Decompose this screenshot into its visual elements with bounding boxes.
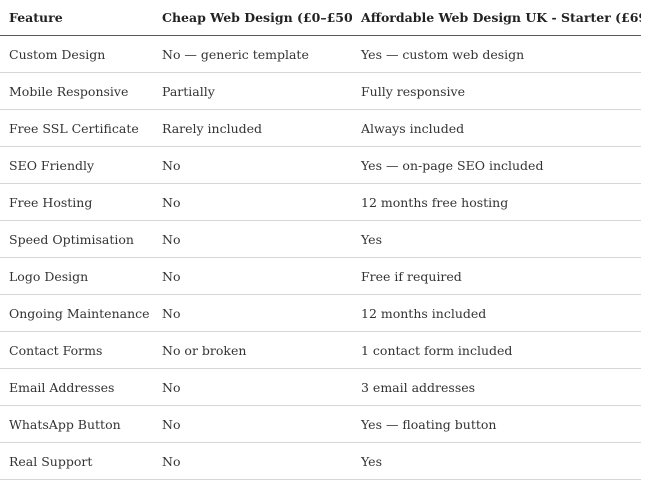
cheap-cell: No <box>153 257 352 295</box>
table-row: Email Addresses No 3 email addresses <box>0 368 641 406</box>
feature-cell: Ongoing Maintenance <box>0 294 153 332</box>
starter-cell: Always included <box>352 109 641 147</box>
feature-cell: Logo Design <box>0 257 153 295</box>
table-row: Speed Optimisation No Yes <box>0 220 641 258</box>
cheap-cell: No <box>153 442 352 480</box>
cheap-cell: No <box>153 183 352 221</box>
cheap-cell: No <box>153 405 352 443</box>
table-row: Free Hosting No 12 months free hosting <box>0 183 641 221</box>
starter-cell: 12 months included <box>352 294 641 332</box>
cheap-cell: No <box>153 146 352 184</box>
header-cheap-web-design: Cheap Web Design (£0–£50) <box>153 0 352 36</box>
starter-cell: Yes — custom web design <box>352 35 641 73</box>
feature-cell: Mobile Responsive <box>0 72 153 110</box>
starter-cell: 3 email addresses <box>352 368 641 406</box>
feature-cell: Real Support <box>0 442 153 480</box>
table-body: Custom Design No — generic template Yes … <box>0 35 641 480</box>
cheap-cell: No or broken <box>153 331 352 369</box>
feature-cell: Contact Forms <box>0 331 153 369</box>
header-row: Feature Cheap Web Design (£0–£50) Afford… <box>0 0 641 36</box>
starter-cell: Fully responsive <box>352 72 641 110</box>
table-row: Contact Forms No or broken 1 contact for… <box>0 331 641 369</box>
starter-cell: Yes — on-page SEO included <box>352 146 641 184</box>
table-row: Mobile Responsive Partially Fully respon… <box>0 72 641 110</box>
table-row: WhatsApp Button No Yes — floating button <box>0 405 641 443</box>
table-row: SEO Friendly No Yes — on-page SEO includ… <box>0 146 641 184</box>
feature-cell: Free Hosting <box>0 183 153 221</box>
feature-cell: Speed Optimisation <box>0 220 153 258</box>
header-feature: Feature <box>0 0 153 36</box>
table-header: Feature Cheap Web Design (£0–£50) Afford… <box>0 0 641 36</box>
table-row: Ongoing Maintenance No 12 months include… <box>0 294 641 332</box>
comparison-table: Feature Cheap Web Design (£0–£50) Afford… <box>0 0 641 480</box>
cheap-cell: No <box>153 368 352 406</box>
cheap-cell: Partially <box>153 72 352 110</box>
starter-cell: Yes <box>352 442 641 480</box>
cheap-cell: Rarely included <box>153 109 352 147</box>
feature-cell: Email Addresses <box>0 368 153 406</box>
comparison-table-wrapper: Feature Cheap Web Design (£0–£50) Afford… <box>0 0 641 480</box>
feature-cell: WhatsApp Button <box>0 405 153 443</box>
table-row: Logo Design No Free if required <box>0 257 641 295</box>
starter-cell: Yes <box>352 220 641 258</box>
table-row: Real Support No Yes <box>0 442 641 480</box>
feature-cell: Free SSL Certificate <box>0 109 153 147</box>
starter-cell: 12 months free hosting <box>352 183 641 221</box>
header-affordable-starter: Affordable Web Design UK - Starter (£69) <box>352 0 641 36</box>
starter-cell: Free if required <box>352 257 641 295</box>
starter-cell: 1 contact form included <box>352 331 641 369</box>
cheap-cell: No <box>153 294 352 332</box>
starter-cell: Yes — floating button <box>352 405 641 443</box>
table-row: Custom Design No — generic template Yes … <box>0 35 641 73</box>
cheap-cell: No <box>153 220 352 258</box>
cheap-cell: No — generic template <box>153 35 352 73</box>
feature-cell: SEO Friendly <box>0 146 153 184</box>
feature-cell: Custom Design <box>0 35 153 73</box>
table-row: Free SSL Certificate Rarely included Alw… <box>0 109 641 147</box>
